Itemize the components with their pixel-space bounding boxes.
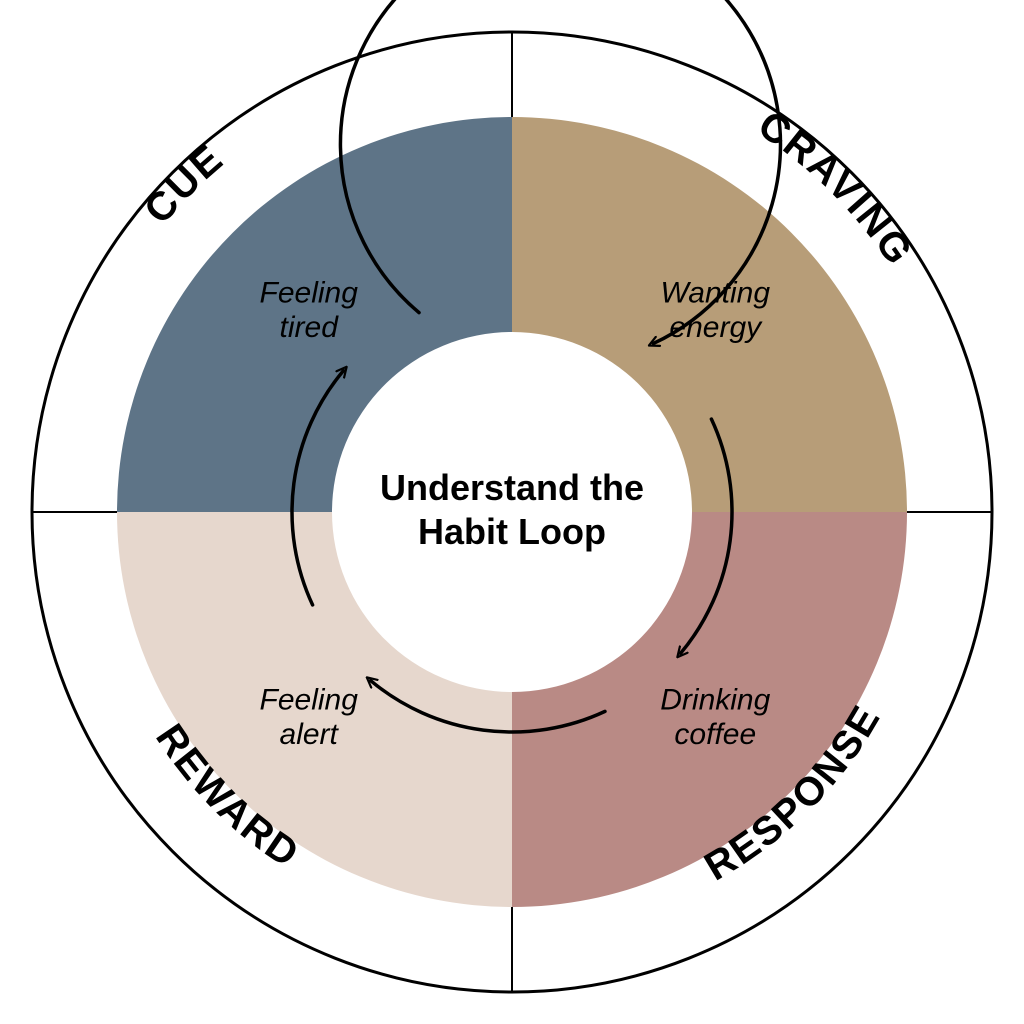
center-title-line1: Understand the [380, 467, 644, 508]
label-cue: CUE [136, 136, 232, 232]
center-title-block: Understand the Habit Loop [380, 467, 644, 552]
center-title-line2: Habit Loop [418, 511, 606, 552]
inner-label-response: Drinkingcoffee [660, 683, 770, 751]
inner-label-craving: Wantingenergy [661, 277, 771, 345]
habit-loop-diagram: CUE CRAVING RESPONSE REWARD Feelingtired… [0, 0, 1024, 1024]
